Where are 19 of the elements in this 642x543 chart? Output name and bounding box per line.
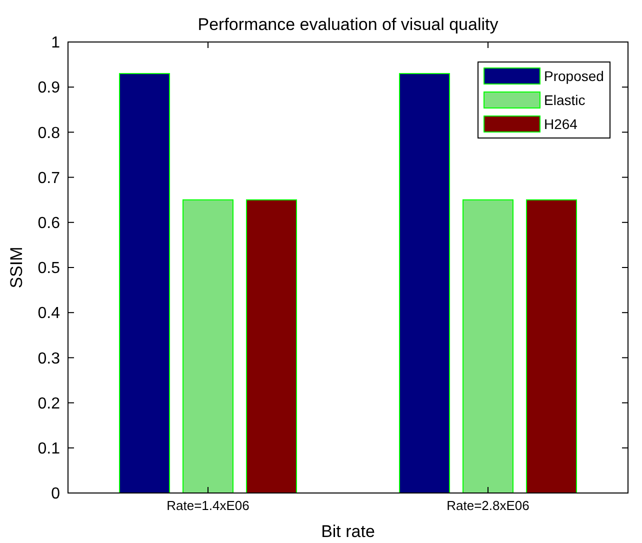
y-tick-label: 0 [51,486,60,503]
y-tick-label: 0.2 [38,395,60,412]
y-tick-label: 0.9 [38,80,60,97]
legend-label: Elastic [544,92,586,108]
x-tick-label: Rate=2.8xE06 [446,498,530,513]
x-axis-title: Bit rate [321,522,375,541]
y-tick-label: 0.6 [38,215,60,232]
x-tick-label: Rate=1.4xE06 [166,498,250,513]
y-tick-label: 0.1 [38,440,60,458]
y-tick-label: 0.4 [38,305,60,322]
y-tick-label: 1 [51,34,60,52]
chart-title: Performance evaluation of visual quality [198,15,499,34]
legend-label: Proposed [544,68,604,84]
y-tick-label: 0.8 [38,124,60,142]
legend-label: H264 [544,116,578,132]
y-tick-label: 0.3 [38,350,60,368]
y-axis-title: SSIM [7,246,26,288]
y-tick-label: 0.5 [38,260,60,278]
y-tick-label: 0.7 [38,170,60,187]
